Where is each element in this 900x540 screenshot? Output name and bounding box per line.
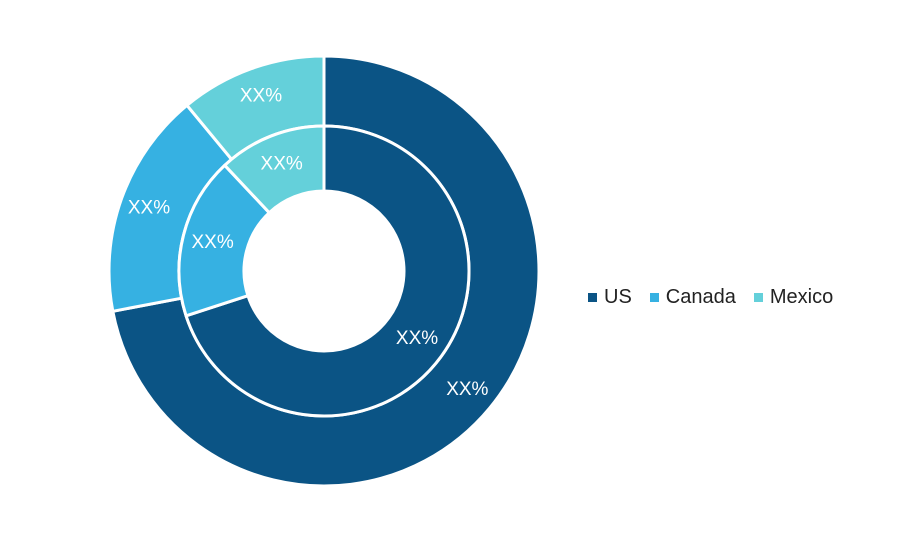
inner-ring-label-canada: XX%	[191, 232, 233, 253]
legend-item-canada: Canada	[649, 286, 736, 309]
legend-label-mexico: Mexico	[769, 286, 834, 308]
inner-ring-label-us: XX%	[396, 328, 438, 349]
legend-item-mexico: Mexico	[753, 286, 834, 309]
legend-label-canada: Canada	[665, 286, 736, 308]
inner-ring-label-mexico: XX%	[261, 154, 303, 175]
legend-swatch-us	[588, 293, 597, 302]
legend-label-us: US	[604, 286, 632, 308]
inner-ring-slice-mexico	[223, 124, 326, 215]
legend-swatch-canada	[649, 293, 659, 302]
legend-item-us: US	[588, 286, 632, 309]
outer-ring-label-us: XX%	[446, 379, 488, 400]
outer-ring-label-mexico: XX%	[240, 85, 282, 106]
legend: US Canada Mexico	[588, 286, 833, 309]
legend-swatch-mexico	[753, 293, 763, 302]
inner-ring-slice-us	[184, 124, 471, 418]
outer-ring-label-canada: XX%	[128, 197, 170, 218]
